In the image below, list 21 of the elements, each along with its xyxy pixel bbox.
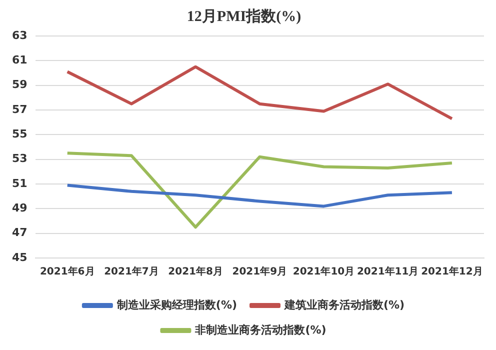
x-tick-label: 2021年6月 — [40, 266, 95, 278]
x-tick-label: 2021年9月 — [232, 266, 288, 278]
y-tick-label: 61 — [12, 54, 28, 67]
chart-title: 12月PMI指数(%) — [186, 8, 302, 25]
y-tick-label: 53 — [12, 152, 28, 166]
legend-label: 制造业采购经理指数(%) — [116, 298, 237, 312]
y-tick-label: 55 — [12, 128, 28, 141]
x-tick-label: 2021年8月 — [168, 266, 223, 278]
y-tick-label: 59 — [12, 78, 28, 92]
x-tick-label: 2021年12月 — [421, 266, 483, 278]
y-tick-label: 57 — [12, 102, 28, 116]
x-tick-label: 2021年10月 — [292, 266, 355, 278]
x-tick-label: 2021年7月 — [104, 266, 159, 278]
legend-label: 建筑业商务活动指数(%) — [284, 298, 405, 312]
x-tick-label: 2021年11月 — [356, 266, 419, 278]
y-tick-label: 47 — [12, 226, 28, 240]
legend-label: 非制造业商务活动指数(%) — [194, 323, 326, 336]
y-tick-label: 51 — [12, 176, 28, 190]
y-tick-label: 49 — [12, 202, 28, 215]
y-tick-label: 63 — [12, 28, 28, 42]
y-tick-label: 45 — [12, 250, 28, 264]
